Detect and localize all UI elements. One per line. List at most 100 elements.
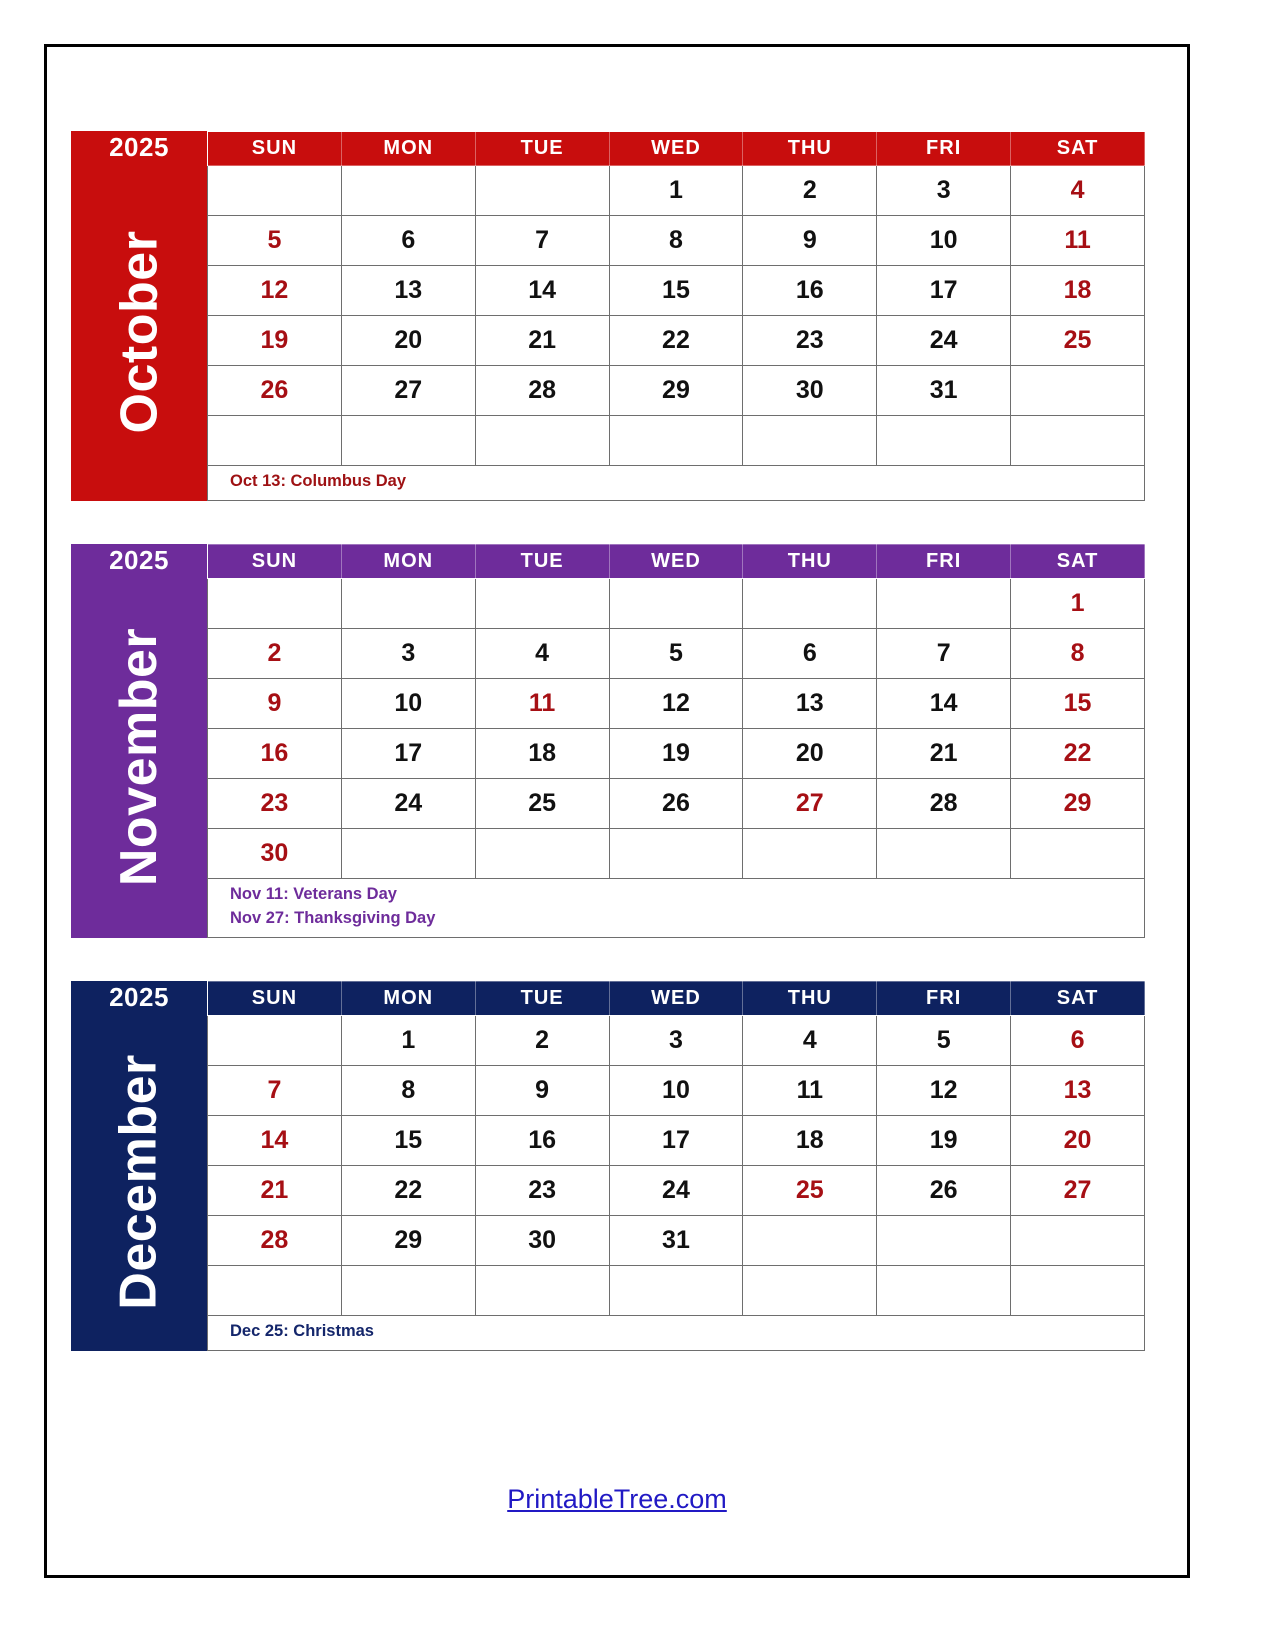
day-cell-22[interactable]: 22 bbox=[1010, 727, 1145, 779]
day-cell-14[interactable]: 14 bbox=[876, 677, 1012, 729]
day-cell-10[interactable]: 10 bbox=[876, 215, 1012, 266]
day-cell-21[interactable]: 21 bbox=[876, 727, 1012, 779]
day-cell-12[interactable]: 12 bbox=[207, 265, 342, 316]
day-cell-30[interactable]: 30 bbox=[207, 827, 342, 879]
day-cell-20[interactable]: 20 bbox=[742, 727, 878, 779]
day-cell-1[interactable]: 1 bbox=[1010, 577, 1145, 629]
day-cell-5[interactable]: 5 bbox=[207, 215, 342, 266]
day-cell-12[interactable]: 12 bbox=[876, 1064, 1012, 1116]
day-cell-10[interactable]: 10 bbox=[608, 1064, 744, 1116]
day-cell-15[interactable]: 15 bbox=[340, 1114, 476, 1166]
day-cell-23[interactable]: 23 bbox=[742, 315, 878, 366]
day-cell-11[interactable]: 11 bbox=[474, 677, 610, 729]
day-cell-27[interactable]: 27 bbox=[340, 365, 476, 416]
day-cell-12[interactable]: 12 bbox=[608, 677, 744, 729]
day-cell-24[interactable]: 24 bbox=[608, 1164, 744, 1216]
day-cell-4[interactable]: 4 bbox=[1010, 165, 1145, 216]
day-cell-15[interactable]: 15 bbox=[1010, 677, 1145, 729]
day-cell-7[interactable]: 7 bbox=[876, 627, 1012, 679]
holiday-notes-cell: Nov 11: Veterans Day Nov 27: Thanksgiving… bbox=[207, 877, 1145, 938]
day-cell-24[interactable]: 24 bbox=[340, 777, 476, 829]
day-cell-18[interactable]: 18 bbox=[474, 727, 610, 779]
day-cell-2[interactable]: 2 bbox=[207, 627, 342, 679]
day-cell-22[interactable]: 22 bbox=[608, 315, 744, 366]
day-cell-29[interactable]: 29 bbox=[1010, 777, 1145, 829]
day-cell-13[interactable]: 13 bbox=[340, 265, 476, 316]
calendar-grid-november: SUN MON TUE WED THU FRI SAT 1 2 3 4 5 6 7 8 9 10 1… bbox=[207, 543, 1145, 938]
day-cell-17[interactable]: 17 bbox=[340, 727, 476, 779]
day-cell-28[interactable]: 28 bbox=[876, 777, 1012, 829]
day-cell-22[interactable]: 22 bbox=[340, 1164, 476, 1216]
day-cell-2[interactable]: 2 bbox=[742, 165, 878, 216]
day-cell-30[interactable]: 30 bbox=[474, 1214, 610, 1266]
day-cell-31[interactable]: 31 bbox=[608, 1214, 744, 1266]
day-cell-31[interactable]: 31 bbox=[876, 365, 1012, 416]
day-cell-28[interactable]: 28 bbox=[207, 1214, 342, 1266]
day-cell-8[interactable]: 8 bbox=[608, 215, 744, 266]
day-cell-7[interactable]: 7 bbox=[474, 215, 610, 266]
day-cell-13[interactable]: 13 bbox=[742, 677, 878, 729]
calendar-week-row: 5 6 7 8 9 10 11 bbox=[207, 215, 1145, 266]
day-cell-15[interactable]: 15 bbox=[608, 265, 744, 316]
day-cell-5[interactable]: 5 bbox=[608, 627, 744, 679]
day-cell-26[interactable]: 26 bbox=[207, 365, 342, 416]
calendar-week-row: 21 22 23 24 25 26 27 bbox=[207, 1164, 1145, 1216]
day-cell-13[interactable]: 13 bbox=[1010, 1064, 1145, 1116]
day-cell-9[interactable]: 9 bbox=[474, 1064, 610, 1116]
day-cell-1[interactable]: 1 bbox=[340, 1014, 476, 1066]
day-cell-19[interactable]: 19 bbox=[876, 1114, 1012, 1166]
day-cell-empty bbox=[742, 1214, 878, 1266]
day-cell-4[interactable]: 4 bbox=[742, 1014, 878, 1066]
day-cell-16[interactable]: 16 bbox=[474, 1114, 610, 1166]
day-cell-17[interactable]: 17 bbox=[608, 1114, 744, 1166]
day-cell-9[interactable]: 9 bbox=[742, 215, 878, 266]
day-cell-26[interactable]: 26 bbox=[876, 1164, 1012, 1216]
day-cell-8[interactable]: 8 bbox=[340, 1064, 476, 1116]
day-cell-6[interactable]: 6 bbox=[742, 627, 878, 679]
day-cell-27[interactable]: 27 bbox=[742, 777, 878, 829]
day-cell-19[interactable]: 19 bbox=[207, 315, 342, 366]
day-cell-24[interactable]: 24 bbox=[876, 315, 1012, 366]
day-cell-16[interactable]: 16 bbox=[207, 727, 342, 779]
day-cell-25[interactable]: 25 bbox=[474, 777, 610, 829]
day-cell-6[interactable]: 6 bbox=[1010, 1014, 1145, 1066]
day-cell-9[interactable]: 9 bbox=[207, 677, 342, 729]
day-cell-18[interactable]: 18 bbox=[1010, 265, 1145, 316]
day-cell-11[interactable]: 11 bbox=[742, 1064, 878, 1116]
day-cell-14[interactable]: 14 bbox=[474, 265, 610, 316]
day-cell-3[interactable]: 3 bbox=[608, 1014, 744, 1066]
day-cell-3[interactable]: 3 bbox=[876, 165, 1012, 216]
day-cell-25[interactable]: 25 bbox=[742, 1164, 878, 1216]
day-cell-16[interactable]: 16 bbox=[742, 265, 878, 316]
day-cell-3[interactable]: 3 bbox=[340, 627, 476, 679]
day-cell-17[interactable]: 17 bbox=[876, 265, 1012, 316]
day-cell-4[interactable]: 4 bbox=[474, 627, 610, 679]
day-cell-1[interactable]: 1 bbox=[608, 165, 744, 216]
day-cell-21[interactable]: 21 bbox=[474, 315, 610, 366]
day-cell-26[interactable]: 26 bbox=[608, 777, 744, 829]
day-cell-28[interactable]: 28 bbox=[474, 365, 610, 416]
day-cell-21[interactable]: 21 bbox=[207, 1164, 342, 1216]
day-cell-10[interactable]: 10 bbox=[340, 677, 476, 729]
day-cell-14[interactable]: 14 bbox=[207, 1114, 342, 1166]
day-cell-6[interactable]: 6 bbox=[340, 215, 476, 266]
day-cell-19[interactable]: 19 bbox=[608, 727, 744, 779]
day-cell-23[interactable]: 23 bbox=[207, 777, 342, 829]
day-cell-27[interactable]: 27 bbox=[1010, 1164, 1145, 1216]
day-cell-18[interactable]: 18 bbox=[742, 1114, 878, 1166]
day-cell-25[interactable]: 25 bbox=[1010, 315, 1145, 366]
day-cell-2[interactable]: 2 bbox=[474, 1014, 610, 1066]
day-cell-29[interactable]: 29 bbox=[340, 1214, 476, 1266]
day-cell-7[interactable]: 7 bbox=[207, 1064, 342, 1116]
day-cell-29[interactable]: 29 bbox=[608, 365, 744, 416]
day-cell-8[interactable]: 8 bbox=[1010, 627, 1145, 679]
day-cell-20[interactable]: 20 bbox=[340, 315, 476, 366]
weekday-header-sat: SAT bbox=[1010, 543, 1145, 579]
day-cell-11[interactable]: 11 bbox=[1010, 215, 1145, 266]
day-cell-20[interactable]: 20 bbox=[1010, 1114, 1145, 1166]
day-cell-23[interactable]: 23 bbox=[474, 1164, 610, 1216]
day-cell-5[interactable]: 5 bbox=[876, 1014, 1012, 1066]
day-cell-30[interactable]: 30 bbox=[742, 365, 878, 416]
printabletree-link[interactable]: PrintableTree.com bbox=[507, 1484, 727, 1514]
day-cell-empty bbox=[340, 415, 476, 466]
